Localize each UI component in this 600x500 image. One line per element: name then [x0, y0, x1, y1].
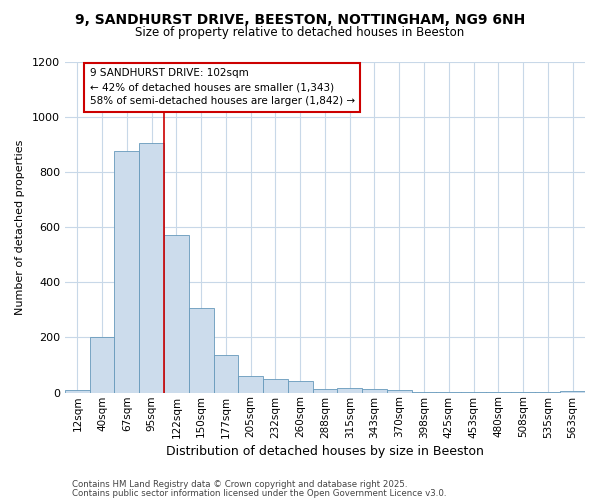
Bar — [89, 338, 115, 392]
Bar — [189, 308, 214, 392]
Text: Contains HM Land Registry data © Crown copyright and database right 2025.: Contains HM Land Registry data © Crown c… — [72, 480, 407, 489]
Bar — [337, 388, 362, 392]
Bar — [164, 236, 189, 392]
Bar — [139, 143, 164, 392]
Bar — [238, 376, 263, 392]
Bar — [313, 388, 337, 392]
Bar — [115, 151, 139, 392]
Text: 9, SANDHURST DRIVE, BEESTON, NOTTINGHAM, NG9 6NH: 9, SANDHURST DRIVE, BEESTON, NOTTINGHAM,… — [75, 12, 525, 26]
Bar — [362, 389, 387, 392]
Text: Size of property relative to detached houses in Beeston: Size of property relative to detached ho… — [136, 26, 464, 39]
Bar — [214, 356, 238, 393]
X-axis label: Distribution of detached houses by size in Beeston: Distribution of detached houses by size … — [166, 444, 484, 458]
Bar — [560, 391, 585, 392]
Y-axis label: Number of detached properties: Number of detached properties — [15, 140, 25, 315]
Bar — [288, 381, 313, 392]
Text: 9 SANDHURST DRIVE: 102sqm
← 42% of detached houses are smaller (1,343)
58% of se: 9 SANDHURST DRIVE: 102sqm ← 42% of detac… — [89, 68, 355, 106]
Text: Contains public sector information licensed under the Open Government Licence v3: Contains public sector information licen… — [72, 488, 446, 498]
Bar — [387, 390, 412, 392]
Bar — [263, 379, 288, 392]
Bar — [65, 390, 89, 392]
